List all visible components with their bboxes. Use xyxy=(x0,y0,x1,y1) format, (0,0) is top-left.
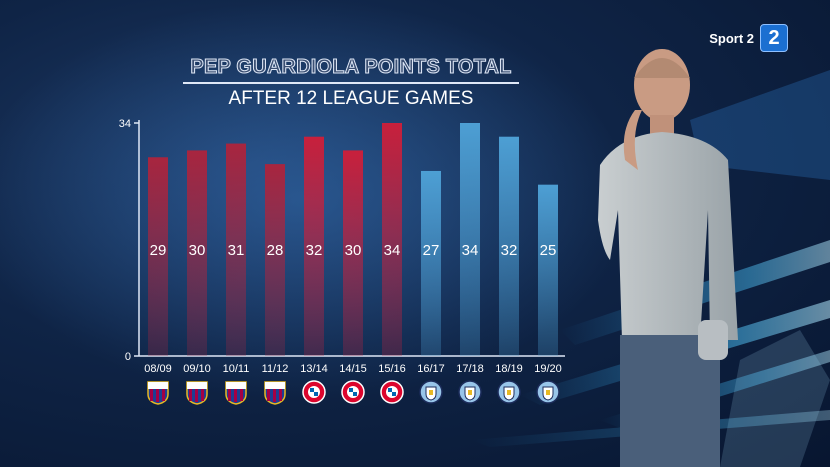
crest-ship xyxy=(468,390,472,395)
bar-value-label: 27 xyxy=(423,242,440,259)
x-tick-label: 13/14 xyxy=(300,363,328,375)
man-city-crest-icon xyxy=(497,380,521,404)
crest-diamond xyxy=(392,392,396,396)
bar xyxy=(187,150,207,356)
crest-ship xyxy=(507,390,511,395)
bar-value-label: 28 xyxy=(267,242,284,259)
bar-value-label: 34 xyxy=(462,242,479,259)
crest-stripe xyxy=(240,389,243,401)
bar xyxy=(148,157,168,356)
crest-ship xyxy=(429,390,433,395)
x-tick-label: 09/10 xyxy=(183,363,211,375)
crest-stripe xyxy=(150,389,153,401)
x-tick-label: 19/20 xyxy=(534,363,562,375)
barcelona-crest-icon xyxy=(147,381,169,405)
barcelona-crest-icon xyxy=(186,381,208,405)
bar xyxy=(460,123,480,356)
bar-value-label: 29 xyxy=(150,242,167,259)
bar-value-label: 32 xyxy=(306,242,323,259)
bar-value-label: 34 xyxy=(384,242,401,259)
crest-stripe xyxy=(267,389,270,401)
bar xyxy=(265,164,285,356)
barcelona-crest-icon xyxy=(225,381,247,405)
bar xyxy=(304,136,324,356)
x-tick-label: 10/11 xyxy=(223,363,250,375)
bar xyxy=(343,150,363,356)
crest-stripe xyxy=(273,389,276,402)
crest-top xyxy=(265,382,285,389)
x-tick-label: 08/09 xyxy=(144,363,172,375)
x-tick-label: 17/18 xyxy=(456,363,484,375)
coach-photo xyxy=(598,49,738,467)
man-city-crest-icon xyxy=(419,380,443,404)
crest-stripe xyxy=(279,389,282,401)
broadcaster-name: Sport 2 xyxy=(709,30,754,46)
crest-top xyxy=(187,382,207,389)
bar xyxy=(421,170,441,356)
x-tick-label: 14/15 xyxy=(339,363,367,375)
bar-value-label: 25 xyxy=(540,242,557,259)
y-tick-label: 0 xyxy=(125,351,131,363)
chart-header: PEP GUARDIOLA POINTS TOTAL AFTER 12 LEAG… xyxy=(183,56,519,110)
x-tick-label: 18/19 xyxy=(495,363,523,375)
crest-diamond xyxy=(388,388,392,392)
y-tick-label: 34 xyxy=(119,118,131,130)
crest-stripe xyxy=(228,389,231,401)
bar xyxy=(499,136,519,356)
x-tick-label: 16/17 xyxy=(417,363,445,375)
chart-subtitle: AFTER 12 LEAGUE GAMES xyxy=(228,88,474,109)
x-tick-label: 15/16 xyxy=(378,363,406,375)
crest-top xyxy=(226,382,246,389)
bayern-crest-icon xyxy=(302,380,326,404)
man-city-crest-icon xyxy=(536,380,560,404)
crest-stripe xyxy=(189,389,192,401)
bar-value-label: 30 xyxy=(345,242,362,259)
channel-number-badge: 2 xyxy=(760,24,788,52)
crest-stripe xyxy=(201,389,204,401)
crest-diamond xyxy=(310,388,314,392)
crest-diamond xyxy=(349,388,353,392)
man-city-crest-icon xyxy=(458,380,482,404)
crest-stripe xyxy=(156,389,159,402)
bar xyxy=(226,143,246,356)
crest-top xyxy=(148,382,168,389)
chart-title: PEP GUARDIOLA POINTS TOTAL xyxy=(190,56,512,79)
bayern-crest-icon xyxy=(341,380,365,404)
bar-value-label: 31 xyxy=(228,242,245,259)
crest-diamond xyxy=(353,392,357,396)
crest-stripe xyxy=(234,389,237,402)
crest-ship xyxy=(546,390,550,395)
bayern-crest-icon xyxy=(380,380,404,404)
x-tick-label: 11/12 xyxy=(262,363,289,375)
title-underline xyxy=(183,82,519,84)
bar xyxy=(382,123,402,356)
bar xyxy=(538,184,558,356)
bar-value-label: 30 xyxy=(189,242,206,259)
crest-stripe xyxy=(162,389,165,401)
broadcaster-logo: Sport 2 2 xyxy=(709,24,788,52)
crest-stripe xyxy=(195,389,198,402)
crest-diamond xyxy=(314,392,318,396)
bar-value-label: 32 xyxy=(501,242,518,259)
barcelona-crest-icon xyxy=(264,381,286,405)
